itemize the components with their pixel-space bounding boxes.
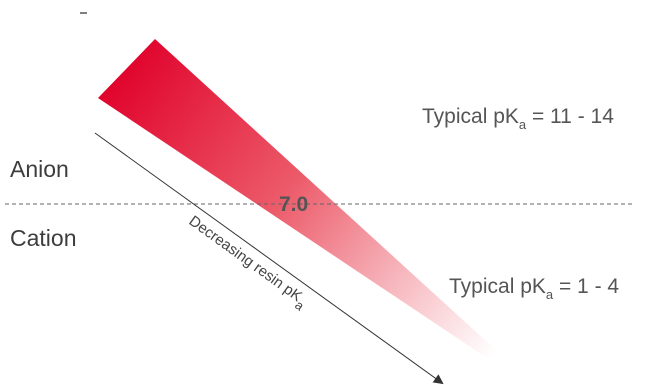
arrow-caption-prefix: Decreasing resin pK — [186, 212, 306, 305]
pka-high-prefix: Typical pK — [422, 105, 519, 128]
pka-gradient-wedge — [98, 39, 498, 360]
decreasing-pka-arrow — [94, 132, 444, 385]
pka-low-suffix: = 1 - 4 — [553, 275, 619, 298]
cation-label: Cation — [10, 225, 76, 251]
pka-low-subscript: a — [546, 287, 554, 302]
neutral-ph-value: 7.0 — [279, 193, 308, 216]
typical-pka-high-label: Typical pKa = 11 - 14 — [422, 105, 614, 132]
typical-pka-low-label: Typical pKa = 1 - 4 — [449, 275, 619, 302]
pka-high-suffix: = 11 - 14 — [526, 105, 614, 128]
anion-label: Anion — [10, 156, 69, 182]
pka-high-subscript: a — [519, 117, 527, 132]
pka-low-prefix: Typical pK — [449, 275, 546, 298]
